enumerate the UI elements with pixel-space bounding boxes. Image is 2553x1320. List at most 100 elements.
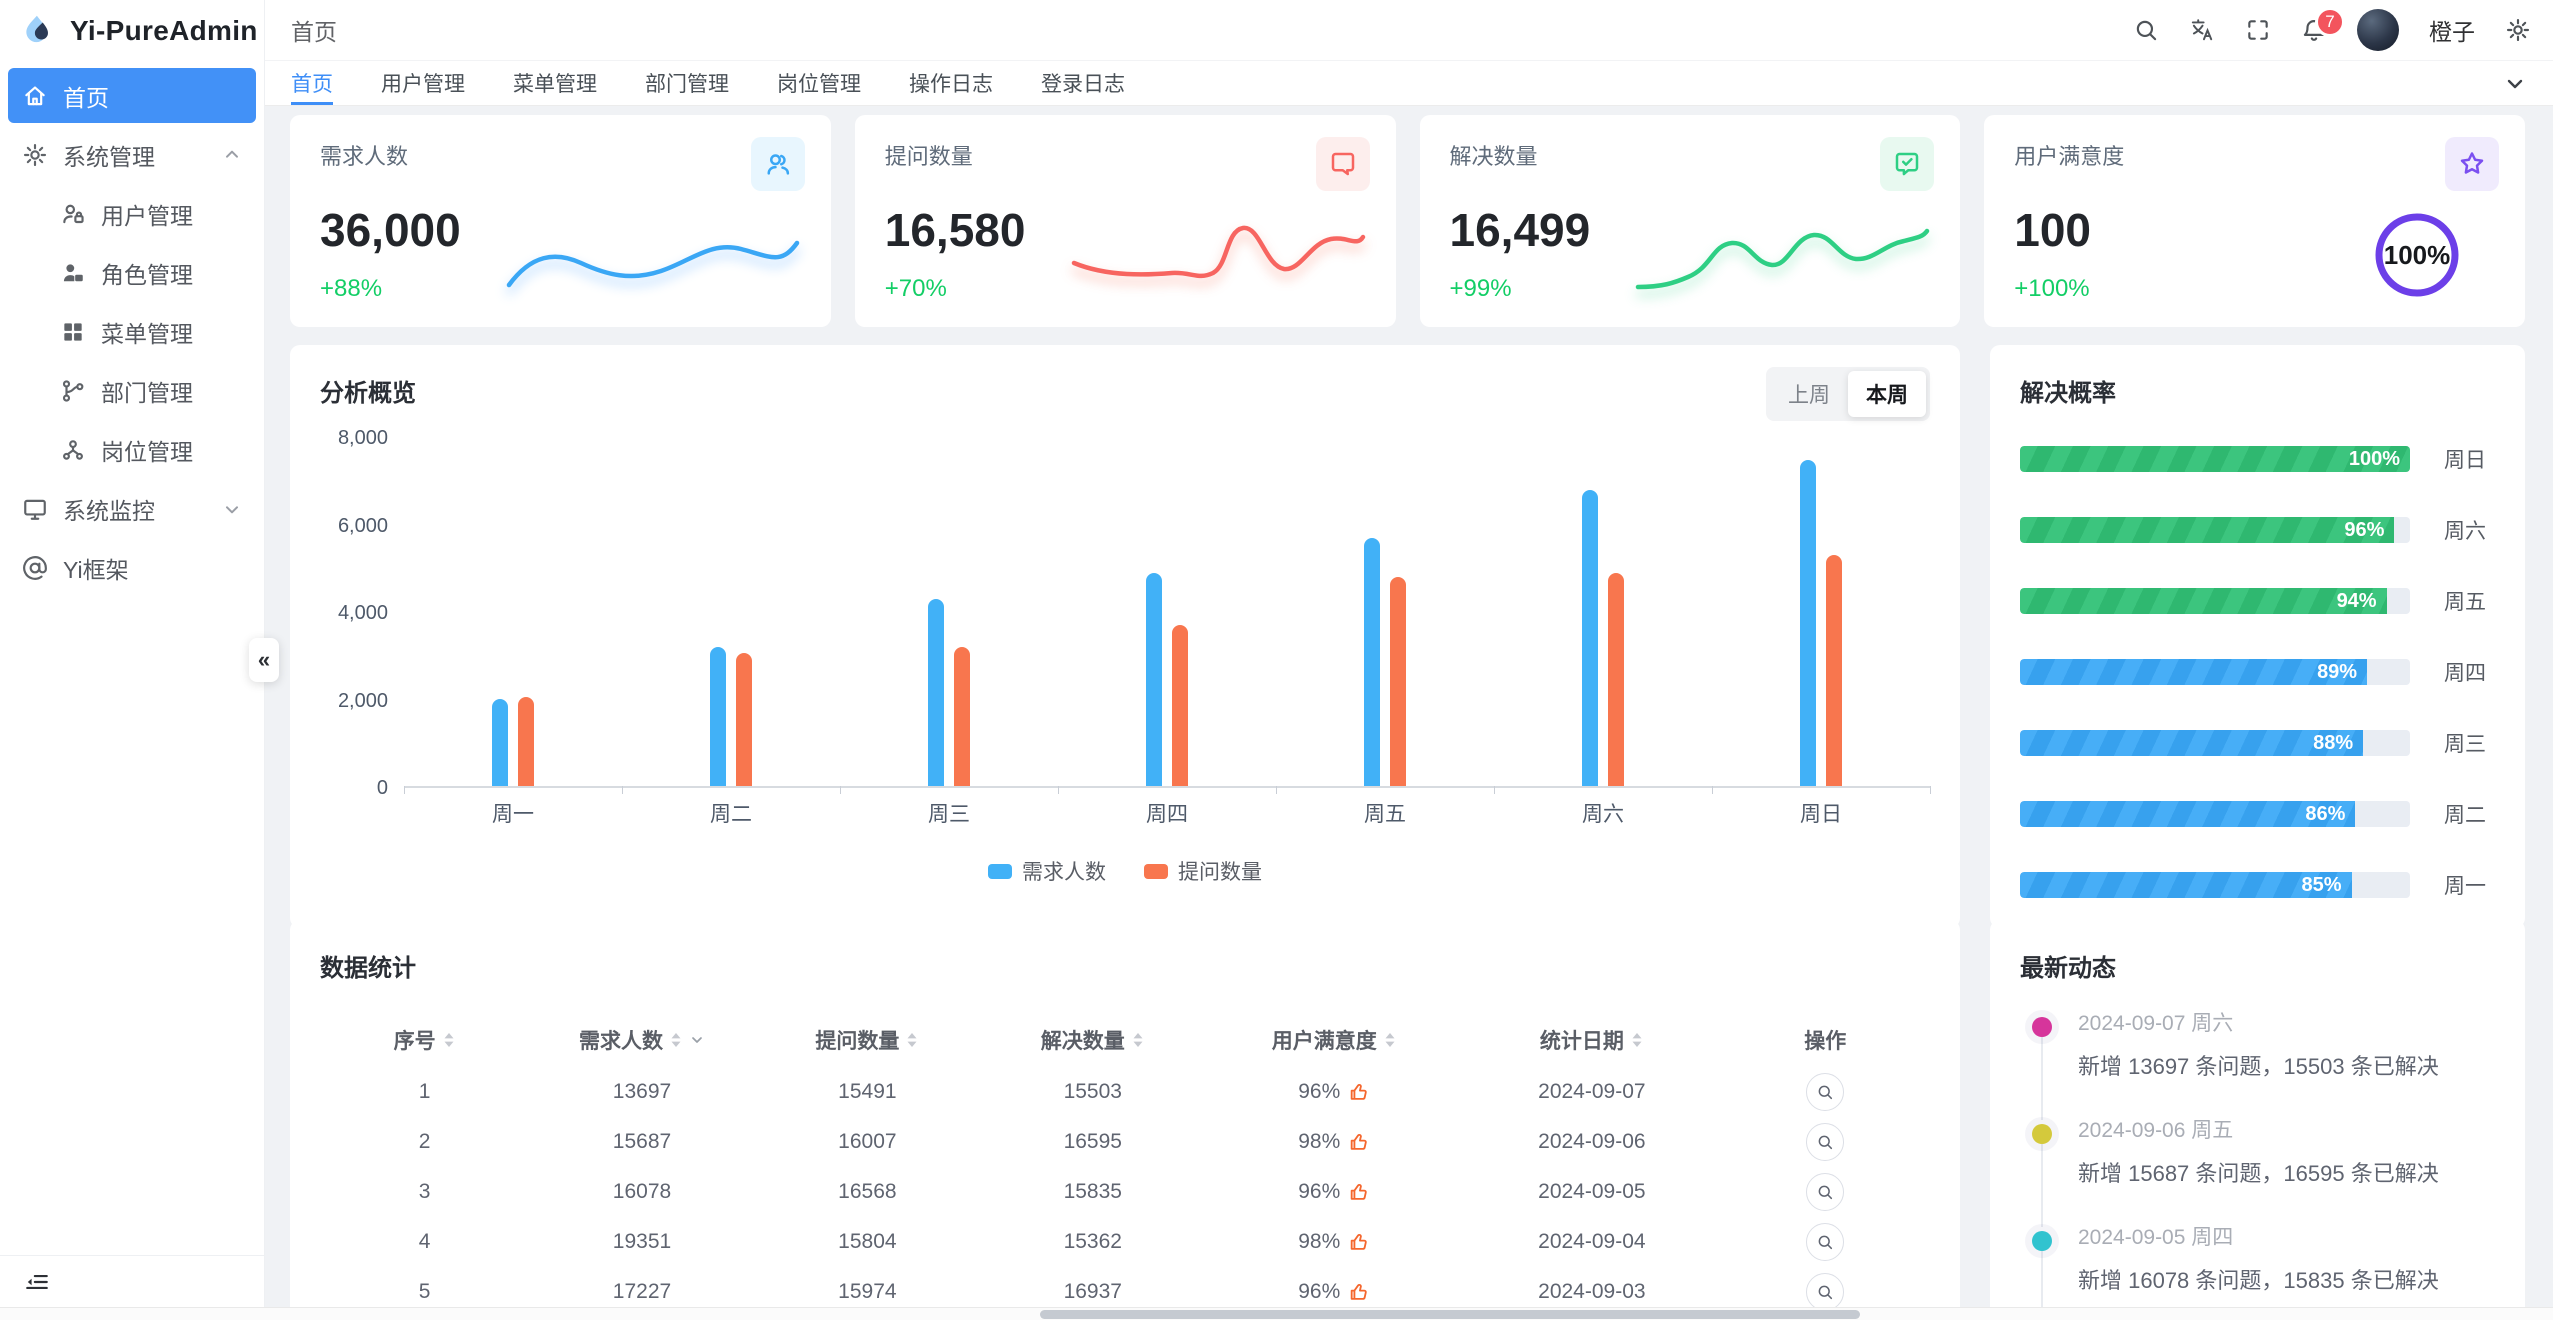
tab-menu-mgmt[interactable]: 菜单管理 [513,73,597,96]
fullscreen-icon[interactable] [2245,17,2271,43]
row-view-button[interactable] [1806,1173,1845,1211]
sidebar-item-label: 用户管理 [101,202,193,229]
sort-caret-icon[interactable] [1131,1031,1145,1049]
sidebar-item-post-mgmt[interactable]: 岗位管理 [8,422,256,477]
progress-label: 88% [2313,731,2354,754]
sidebar-item-system-monitor[interactable]: 系统监控 [8,481,256,536]
username[interactable]: 橙子 [2429,19,2475,45]
timeline-dot [2032,1231,2052,1251]
sort-caret-icon[interactable] [1630,1031,1644,1049]
magnifier-icon [1818,1085,1833,1100]
stat-card-value: 36,000 [320,204,461,256]
sidebar-item-home[interactable]: 首页 [8,68,256,123]
settings-gear-icon[interactable] [2505,17,2531,43]
stat-card-solved: 解决数量 16,499 +99% [1419,115,1961,327]
sidebar-item-label: Yi框架 [63,556,129,583]
probability-row: 88% 周三 [2020,728,2495,758]
collapse-menu-icon[interactable] [24,1269,50,1295]
translate-icon[interactable] [2189,17,2215,43]
stats-row: 数据统计 序号 需求人数 提问数量 解决数量 用户满意度 统计日期 操作 1 1… [290,920,2525,1320]
filter-chevron-icon[interactable] [689,1032,705,1048]
col-header-date[interactable]: 统计日期 [1463,1025,1721,1055]
sidebar-item-yi-framework[interactable]: Yi框架 [8,540,256,595]
sort-caret-icon[interactable] [1383,1031,1397,1049]
col-header-questions[interactable]: 提问数量 [755,1025,980,1055]
axis-tick-mark [1712,786,1713,794]
thumb-up-icon [1351,1234,1367,1250]
bar-group [404,438,622,786]
cell-questions: 16007 [838,1130,897,1153]
sort-caret-icon[interactable] [669,1031,683,1049]
row-view-button[interactable] [1806,1073,1845,1111]
bar-提问数量-周五 [1390,577,1406,786]
sidebar-footer [0,1255,264,1307]
tab-home[interactable]: 首页 [291,61,333,105]
probability-row: 100% 周日 [2020,444,2495,474]
row-view-button[interactable] [1806,1223,1845,1261]
timeline-text: 新增 16078 条问题，15835 条已解决 [2078,1268,2439,1293]
logo[interactable]: Yi-PureAdmin [0,0,264,62]
tab-op-log[interactable]: 操作日志 [909,73,993,96]
stat-card-value: 16,580 [884,204,1026,256]
probability-list: 100% 周日 96% 周六 94% 周五 89% 周四 88% 周三 [2020,444,2495,900]
cell-id: 1 [418,1080,431,1103]
tab-dept-mgmt[interactable]: 部门管理 [645,73,729,96]
sort-caret-icon[interactable] [442,1031,456,1049]
timeline-text: 新增 13697 条问题，15503 条已解决 [2078,1054,2439,1079]
x-axis-label: 周一 [492,803,534,826]
col-header-satisfaction[interactable]: 用户满意度 [1205,1025,1463,1055]
sidebar-item-role-mgmt[interactable]: 角色管理 [8,245,256,300]
legend-item-提问数量[interactable]: 提问数量 [1144,856,1262,886]
tab-login-log[interactable]: 登录日志 [1041,73,1125,96]
tab-user-mgmt[interactable]: 用户管理 [381,73,465,96]
sidebar-item-label: 菜单管理 [101,320,193,347]
ring-label: 100% [2383,239,2451,270]
x-axis-label: 周六 [1582,803,1624,826]
search-icon[interactable] [2133,17,2159,43]
sidebar-item-dept-mgmt[interactable]: 部门管理 [8,363,256,418]
sort-caret-icon[interactable] [905,1031,919,1049]
stat-card-delta: +88% [320,275,383,302]
probability-row: 96% 周六 [2020,515,2495,545]
latest-news-panel: 最新动态 2024-09-07 周六 新增 13697 条问题，15503 条已… [1990,920,2525,1320]
tabs-dropdown-chevron-icon[interactable] [2503,71,2527,95]
avatar[interactable] [2357,9,2399,51]
sidebar-collapse-button[interactable]: « [249,638,279,682]
y-axis: 8,000 6,000 4,000 2,000 0 [337,427,388,799]
notification-badge: 7 [2315,7,2345,37]
stat-card-demand: 需求人数 36,000 +88% [290,115,831,327]
satisfaction-ring: 100% [2371,209,2463,301]
toggle-last-week[interactable]: 上周 [1788,384,1830,407]
horizontal-scrollbar [0,1307,2553,1320]
panels-row: 分析概览 上周 本周 8,000 6,000 4,000 2,000 0 周一 周二 周三周… [290,345,2525,928]
notifications-button[interactable]: 7 [2301,7,2345,43]
progress-fill: 94% [2020,588,2387,614]
at-sign-icon [23,555,47,580]
panel-title: 数据统计 [320,955,416,982]
legend-item-需求人数[interactable]: 需求人数 [988,856,1106,886]
sidebar-item-label: 首页 [63,84,109,111]
col-header-demand[interactable]: 需求人数 [529,1025,754,1055]
scrollbar-thumb[interactable] [1040,1310,1860,1319]
star-icon [2460,152,2484,174]
cell-solved: 15362 [1063,1230,1122,1253]
timeline-text: 新增 15687 条问题，16595 条已解决 [2078,1161,2439,1186]
progress-track: 96% [2020,517,2410,543]
col-header-id[interactable]: 序号 [320,1025,529,1055]
probability-row: 89% 周四 [2020,657,2495,687]
x-axis-label: 周四 [1146,803,1188,826]
sidebar-item-system-mgmt[interactable]: 系统管理 [8,127,256,182]
row-view-button[interactable] [1806,1273,1845,1311]
stat-card-value: 100 [2014,204,2091,256]
toggle-this-week[interactable]: 本周 [1848,371,1926,417]
stat-card-delta: +100% [2014,275,2090,302]
monitor-icon [24,499,46,520]
tab-post-mgmt[interactable]: 岗位管理 [777,73,861,96]
breadcrumb[interactable]: 首页 [291,19,337,45]
x-axis: 周一 周二 周三 周四 周五 周六 周日 [404,798,1930,828]
col-header-solved[interactable]: 解决数量 [980,1025,1205,1055]
sidebar-item-menu-mgmt[interactable]: 菜单管理 [8,304,256,359]
sidebar-item-user-mgmt[interactable]: 用户管理 [8,186,256,241]
row-view-button[interactable] [1806,1123,1845,1161]
cell-questions: 16568 [838,1180,897,1203]
